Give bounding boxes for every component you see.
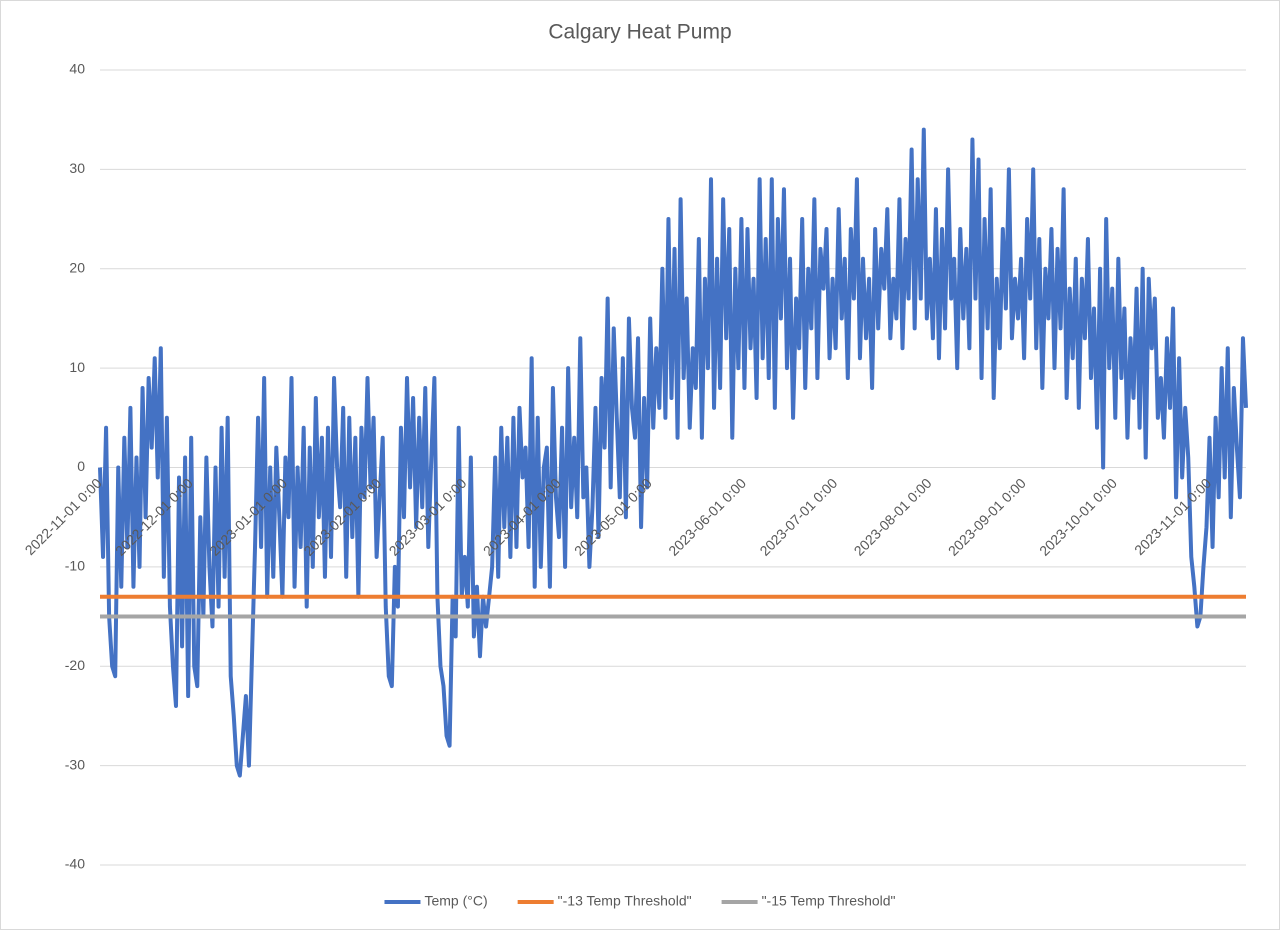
y-tick-label: 40 <box>69 61 85 77</box>
y-tick-label: -10 <box>65 558 85 574</box>
y-tick-label: 20 <box>69 259 85 275</box>
series-line <box>98 127 1248 778</box>
y-tick-label: -40 <box>65 856 85 872</box>
y-tick-label: 30 <box>69 160 85 176</box>
y-tick-label: 10 <box>69 359 85 375</box>
legend-label: "-13 Temp Threshold" <box>558 893 692 909</box>
legend-label: "-15 Temp Threshold" <box>762 893 896 909</box>
legend: Temp (°C) "-13 Temp Threshold" "-15 Temp T… <box>384 893 896 909</box>
y-tick-label: -20 <box>65 657 85 673</box>
chart-title: Calgary Heat Pump <box>548 21 731 44</box>
y-tick-label: -30 <box>65 756 85 772</box>
y-tick-label: 0 <box>77 458 85 474</box>
legend-label: Temp (°C) <box>424 893 487 909</box>
